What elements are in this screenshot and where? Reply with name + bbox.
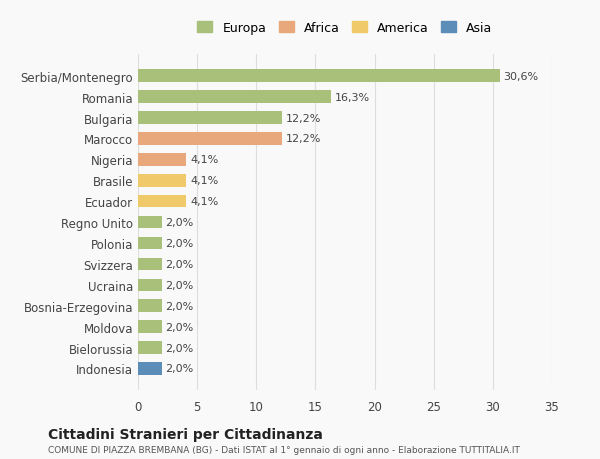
Text: 30,6%: 30,6% <box>503 72 539 82</box>
Text: 2,0%: 2,0% <box>165 322 193 332</box>
Text: 16,3%: 16,3% <box>334 92 370 102</box>
Text: 4,1%: 4,1% <box>190 176 218 186</box>
Bar <box>138 133 283 146</box>
Bar <box>138 258 161 271</box>
Text: 2,0%: 2,0% <box>165 343 193 353</box>
Text: 2,0%: 2,0% <box>165 218 193 228</box>
Bar <box>138 70 500 83</box>
Bar <box>138 196 187 208</box>
Bar <box>138 363 161 375</box>
Text: COMUNE DI PIAZZA BREMBANA (BG) - Dati ISTAT al 1° gennaio di ogni anno - Elabora: COMUNE DI PIAZZA BREMBANA (BG) - Dati IS… <box>48 445 520 454</box>
Text: 2,0%: 2,0% <box>165 301 193 311</box>
Bar <box>138 216 161 229</box>
Bar <box>138 341 161 354</box>
Text: 12,2%: 12,2% <box>286 113 321 123</box>
Legend: Europa, Africa, America, Asia: Europa, Africa, America, Asia <box>194 18 496 38</box>
Text: 12,2%: 12,2% <box>286 134 321 144</box>
Text: 2,0%: 2,0% <box>165 364 193 374</box>
Bar <box>138 91 331 104</box>
Bar <box>138 112 283 124</box>
Bar <box>138 279 161 291</box>
Text: 2,0%: 2,0% <box>165 259 193 269</box>
Text: 4,1%: 4,1% <box>190 197 218 207</box>
Text: 2,0%: 2,0% <box>165 239 193 248</box>
Bar <box>138 321 161 333</box>
Text: 2,0%: 2,0% <box>165 280 193 290</box>
Bar <box>138 154 187 166</box>
Text: Cittadini Stranieri per Cittadinanza: Cittadini Stranieri per Cittadinanza <box>48 427 323 441</box>
Bar <box>138 300 161 312</box>
Text: 4,1%: 4,1% <box>190 155 218 165</box>
Bar <box>138 174 187 187</box>
Bar <box>138 237 161 250</box>
